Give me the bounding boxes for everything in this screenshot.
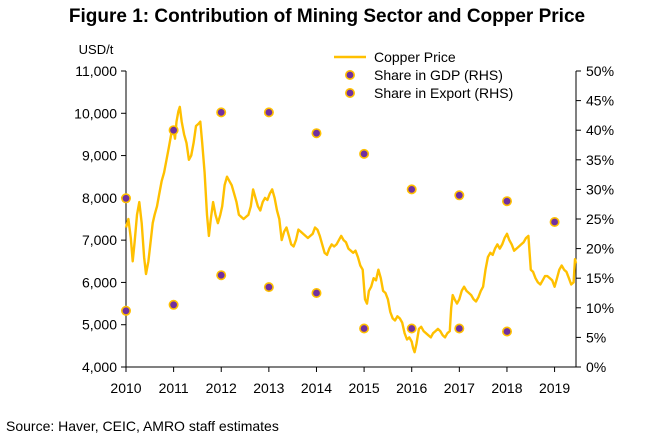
x-axis-tick-label: 2010 [110,380,141,396]
right-axis-tick-label: 0% [586,359,606,375]
right-axis-tick-label: 10% [586,300,614,316]
share-series [121,107,560,337]
left-axis-unit-label: USD/t [79,42,114,57]
left-axis-tick-label: 11,000 [75,63,117,79]
left-axis-tick-label: 5,000 [82,317,117,333]
x-axis-tick-label: 2016 [396,380,427,396]
right-axis-tick-label: 40% [586,122,614,138]
left-axis-tick-label: 7,000 [82,232,117,248]
left-axis-tick-label: 10,000 [74,105,117,121]
x-axis-tick-label: 2013 [253,380,284,396]
export-share-point [263,107,274,118]
gdp-share-point [168,299,179,310]
export-share-point [406,184,417,195]
x-axis-tick-label: 2014 [301,380,332,396]
export-share-point [549,217,560,228]
right-axis-tick-label: 50% [586,63,614,79]
gdp-share-point [216,270,227,281]
right-axis-tick-label: 15% [586,270,614,286]
export-share-point [454,190,465,201]
left-axis-tick-label: 4,000 [82,359,117,375]
gdp-share-point [121,305,132,316]
x-axis-tick-label: 2015 [349,380,380,396]
gdp-share-point [501,326,512,337]
x-axis-tick-label: 2011 [159,380,189,396]
x-axis-tick-label: 2018 [491,380,522,396]
gdp-share-point [263,282,274,293]
right-axis-tick-label: 45% [586,93,614,109]
chart-title: Figure 1: Contribution of Mining Sector … [68,6,586,27]
gdp-share-point [311,287,322,298]
export-share-point [168,125,179,136]
export-share-point [216,107,227,118]
legend-label: Share in Export (RHS) [374,85,513,101]
copper-price-line [124,105,578,354]
export-share-point [501,196,512,207]
axes: USD/t 4,000 5,000 6,000 7,000 8,000 9,000 10,00… [74,42,614,396]
right-axis-tick-label: 20% [586,241,614,257]
left-axis-tick-label: 6,000 [82,274,117,290]
export-share-point [359,148,370,159]
left-axis-tick-label: 9,000 [82,148,117,164]
copper-price-series [124,105,578,354]
export-share-point [311,128,322,139]
export-share-point [121,193,132,204]
right-axis-tick-label: 35% [586,152,614,168]
x-axis-tick-label: 2019 [539,380,570,396]
left-axis-tick-label: 8,000 [82,190,117,206]
source-note: Source: Haver, CEIC, AMRO staff estimate… [6,418,279,434]
gdp-share-point [454,323,465,334]
x-axis-tick-label: 2017 [444,380,475,396]
x-axis-tick-label: 2012 [206,380,237,396]
right-axis-tick-label: 30% [586,181,614,197]
right-axis-tick-label: 25% [586,211,614,227]
legend-marker-swatch [344,70,355,81]
gdp-share-point [359,323,370,334]
gdp-share-point [406,323,417,334]
legend-label: Copper Price [374,49,456,65]
legend-label: Share in GDP (RHS) [374,67,503,83]
right-axis-tick-label: 5% [586,329,606,345]
legend: Copper Price Share in GDP (RHS) Share in E… [334,49,513,101]
legend-marker-swatch [344,88,355,99]
